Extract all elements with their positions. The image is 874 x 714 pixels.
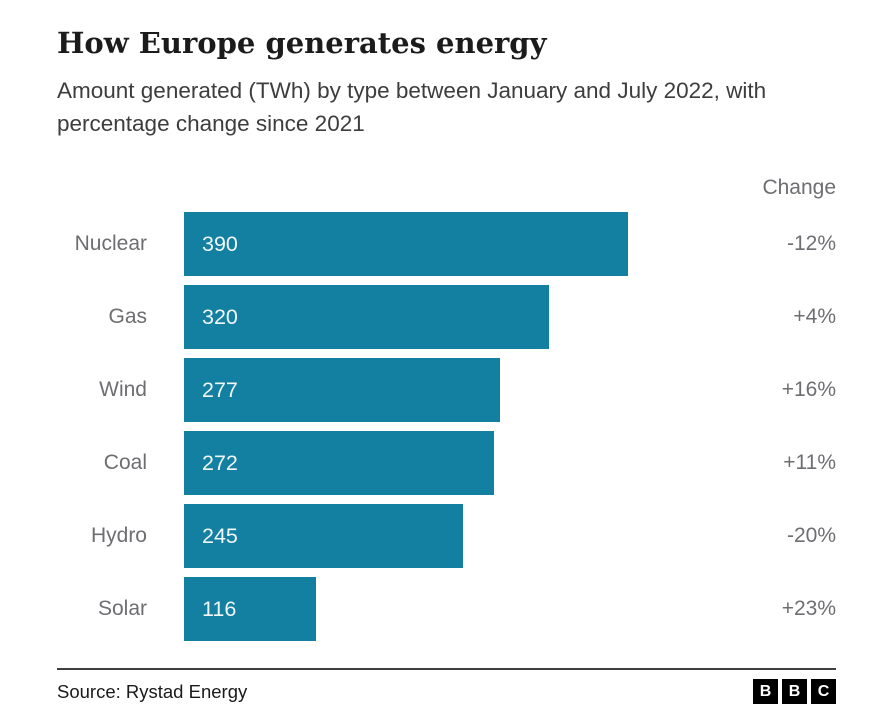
change-value: +16%: [781, 378, 836, 401]
bar: 116: [184, 577, 317, 641]
bar-value-label: 116: [202, 596, 237, 621]
footer: Source: Rystad Energy B B C: [57, 679, 836, 704]
bar: 320: [184, 285, 549, 349]
chart-row: Hydro 245 -20%: [57, 504, 836, 568]
bar-track: 277: [184, 358, 731, 422]
chart-subtitle: Amount generated (TWh) by type between J…: [57, 78, 767, 136]
bar-track: 245: [184, 504, 731, 568]
change-header-row: Change: [57, 176, 836, 200]
chart-row: Nuclear 390 -12%: [57, 212, 836, 276]
bar-value-label: 277: [202, 377, 238, 402]
bar: 272: [184, 431, 494, 495]
chart-row: Gas 320 +4%: [57, 285, 836, 349]
bbc-logo-letter: B: [753, 679, 778, 704]
bar-value-label: 245: [202, 523, 238, 548]
category-label: Coal: [103, 451, 147, 474]
bar: 390: [184, 212, 629, 276]
change-value: +23%: [781, 597, 836, 620]
chart-row: Wind 277 +16%: [57, 358, 836, 422]
bar: 277: [184, 358, 500, 422]
bar-track: 116: [184, 577, 731, 641]
bar-value-label: 390: [202, 231, 238, 256]
bbc-logo: B B C: [753, 679, 836, 704]
bbc-logo-letter: C: [811, 679, 836, 704]
change-value: +11%: [783, 451, 836, 474]
category-label: Wind: [99, 378, 147, 401]
category-label: Hydro: [90, 524, 147, 547]
bar-value-label: 320: [202, 304, 238, 329]
bbc-logo-letter: B: [782, 679, 807, 704]
bar-track: 320: [184, 285, 731, 349]
category-label: Nuclear: [74, 232, 147, 255]
bar-value-label: 272: [202, 450, 238, 475]
chart-rows: Nuclear 390 -12% Gas 320 +4% Wind 277 +1…: [57, 212, 836, 641]
change-value: -20%: [786, 524, 836, 547]
category-label: Solar: [97, 597, 147, 620]
category-label: Gas: [108, 305, 147, 328]
chart-row: Coal 272 +11%: [57, 431, 836, 495]
bar: 245: [184, 504, 464, 568]
footer-divider: [57, 668, 836, 670]
page-title: How Europe generates energy: [57, 26, 547, 60]
chart-row: Solar 116 +23%: [57, 577, 836, 641]
change-column-header: Change: [762, 176, 836, 199]
change-value: -12%: [786, 232, 836, 255]
change-value: +4%: [793, 305, 836, 328]
source-attribution: Source: Rystad Energy: [57, 680, 248, 702]
bar-track: 272: [184, 431, 731, 495]
bar-track: 390: [184, 212, 731, 276]
